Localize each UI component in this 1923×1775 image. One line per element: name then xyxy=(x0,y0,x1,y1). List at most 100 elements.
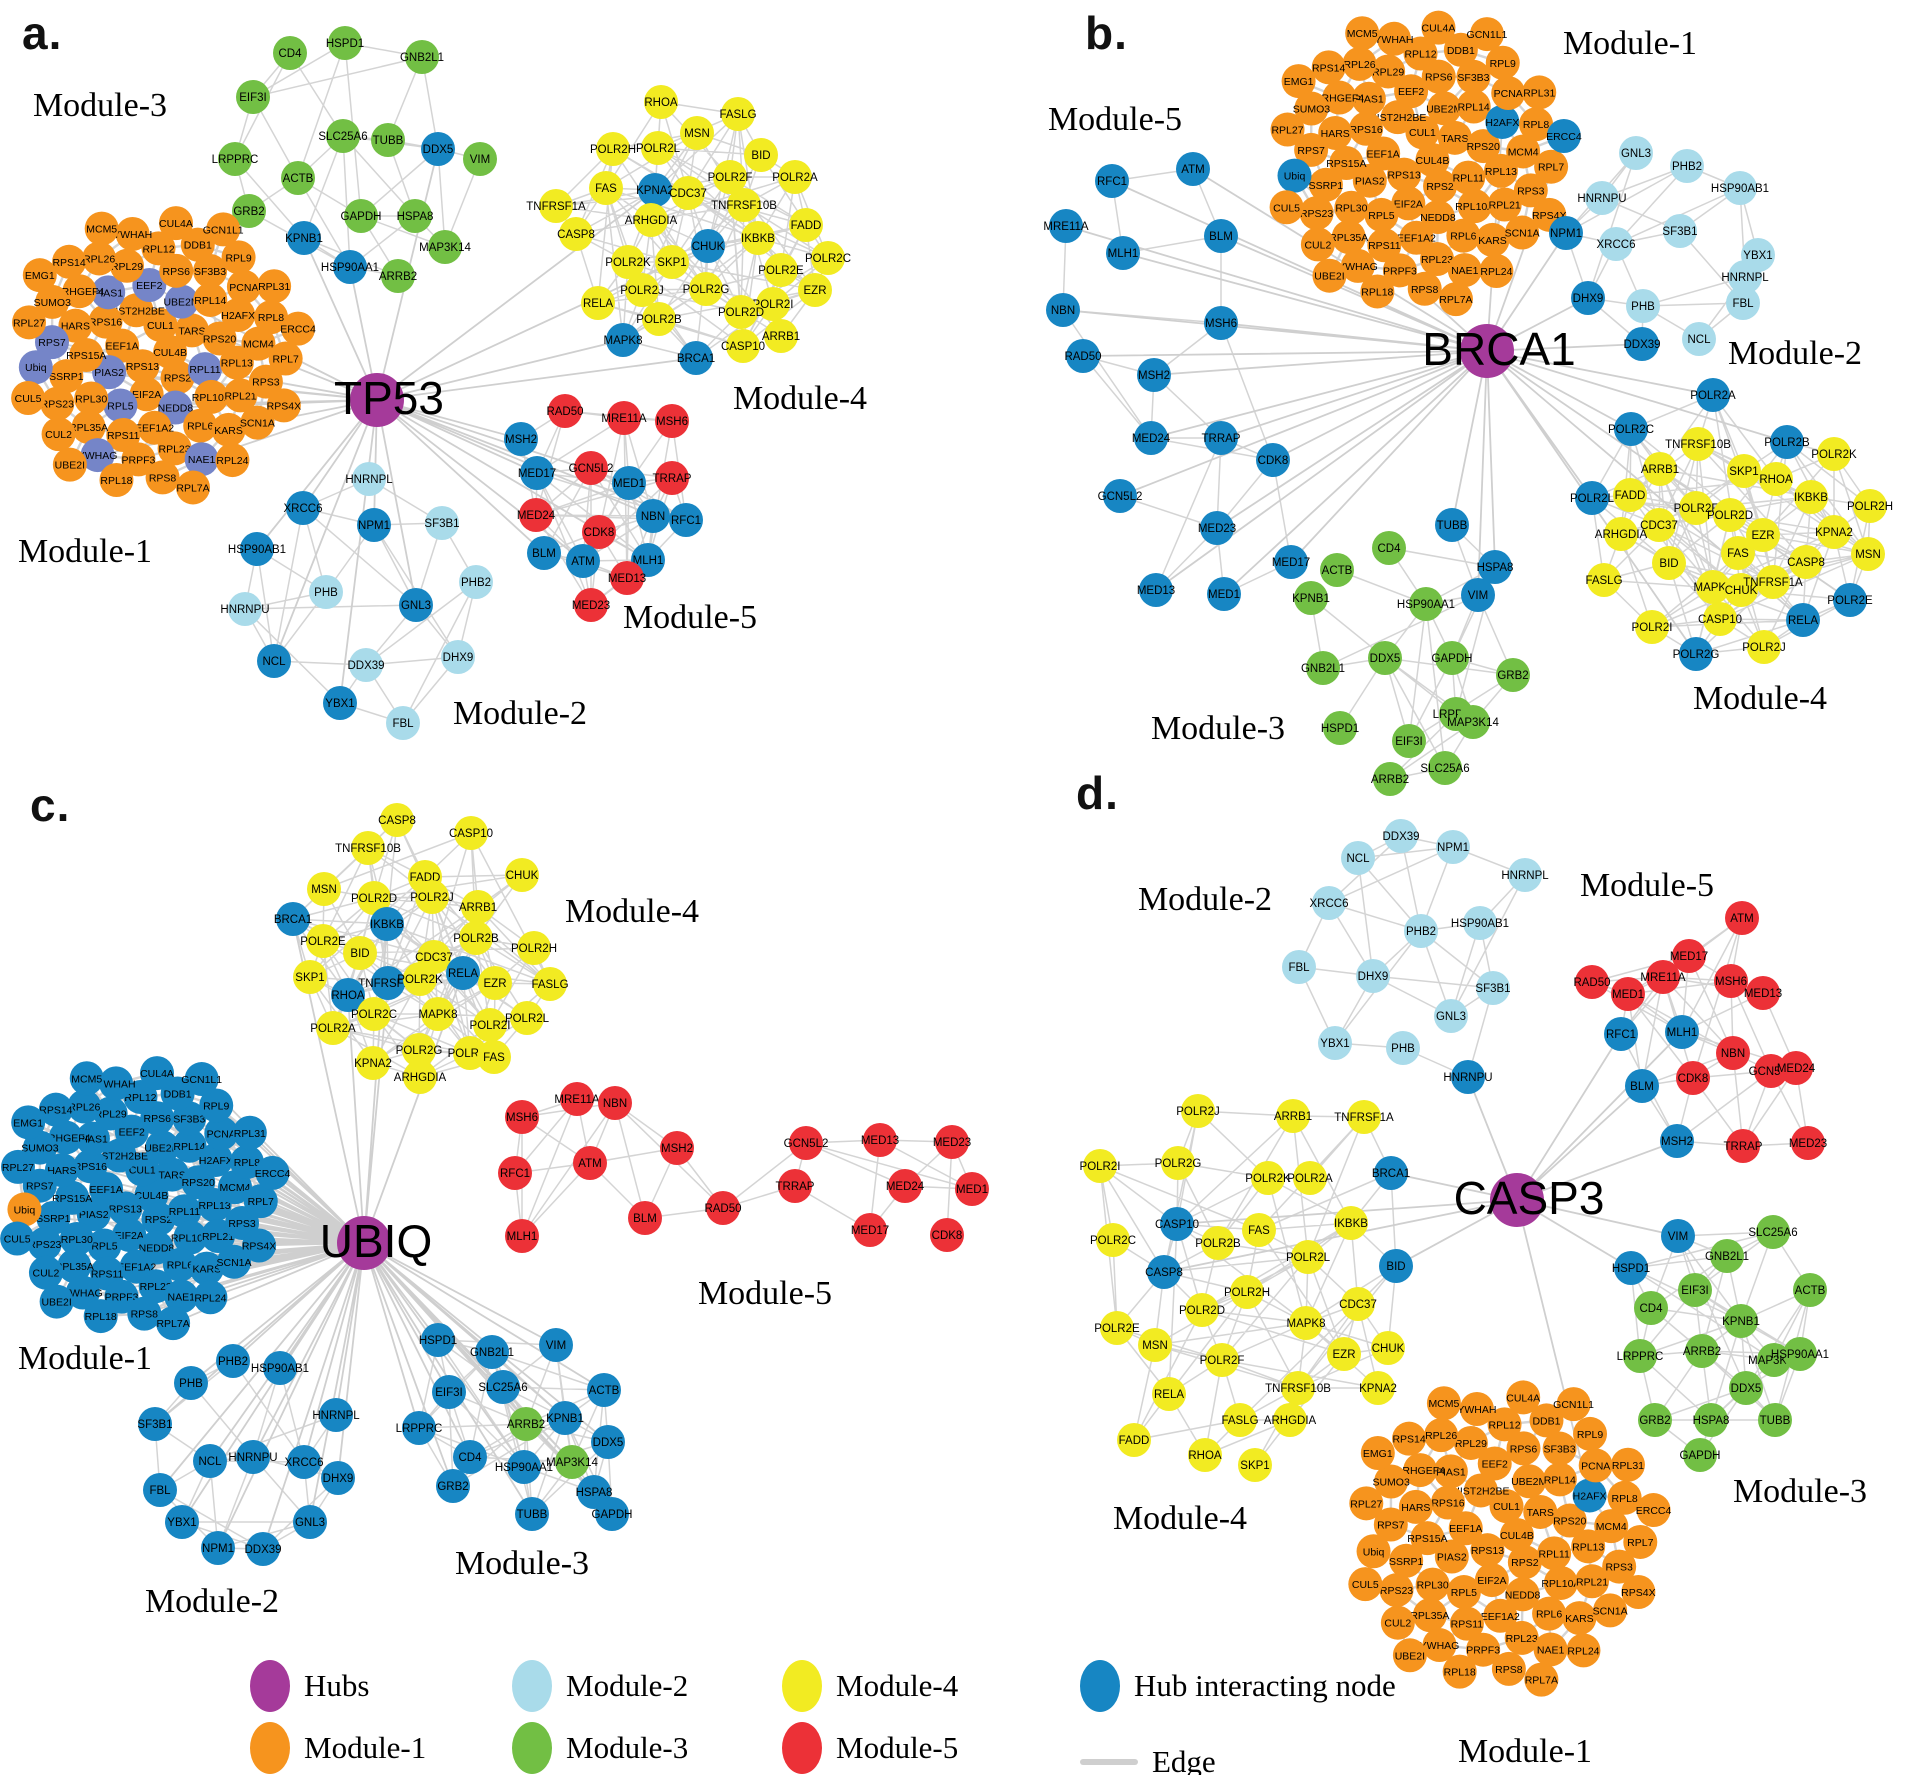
node-BID[interactable]: BID xyxy=(1652,546,1686,580)
node-RPL18[interactable]: RPL18 xyxy=(83,1299,118,1334)
node-PIAS1[interactable]: PIAS1 xyxy=(91,275,126,310)
node-POLR2G[interactable]: POLR2G xyxy=(1155,1146,1202,1180)
node-POLR2L[interactable]: POLR2L xyxy=(1286,1240,1331,1274)
node-UBE2M[interactable]: UBE2M xyxy=(1426,91,1462,126)
node-HIST2H2BE[interactable]: HIST2H2BE xyxy=(108,293,165,328)
node-RPS4X[interactable]: RPS4X xyxy=(1621,1575,1656,1610)
node-TUBB[interactable]: TUBB xyxy=(371,123,405,157)
node-GNB2L1[interactable]: GNB2L1 xyxy=(1301,651,1345,685)
node-MLH1[interactable]: MLH1 xyxy=(1106,236,1140,270)
node-ERCC4[interactable]: ERCC4 xyxy=(280,311,316,346)
node-RELA[interactable]: RELA xyxy=(446,956,480,990)
node-IKBKB[interactable]: IKBKB xyxy=(370,907,404,941)
node-PHB[interactable]: PHB xyxy=(1386,1031,1420,1065)
node-RPS4X[interactable]: RPS4X xyxy=(267,388,301,423)
node-ACTB[interactable]: ACTB xyxy=(587,1373,621,1407)
node-RPS2[interactable]: RPS2 xyxy=(1507,1545,1542,1580)
node-SF3B3[interactable]: SF3B3 xyxy=(193,253,228,288)
node-ARHGDIA[interactable]: ARHGDIA xyxy=(394,1060,447,1094)
node-GRB2[interactable]: GRB2 xyxy=(1496,658,1530,692)
node-SUMO3[interactable]: SUMO3 xyxy=(21,1130,59,1165)
node-MED24[interactable]: MED24 xyxy=(1777,1051,1816,1085)
node-MCM4[interactable]: MCM4 xyxy=(1594,1509,1629,1544)
node-VIM[interactable]: VIM xyxy=(463,142,497,176)
node-RPL27[interactable]: RPL27 xyxy=(1349,1486,1384,1521)
node-DDX39[interactable]: DDX39 xyxy=(347,648,385,682)
node-RPL7A[interactable]: RPL7A xyxy=(176,470,211,505)
node-SKP1[interactable]: SKP1 xyxy=(1238,1448,1272,1482)
node-RPL11[interactable]: RPL11 xyxy=(1537,1536,1572,1571)
node-Ubiq[interactable]: Ubiq xyxy=(7,1192,42,1227)
node-TUBB[interactable]: TUBB xyxy=(1758,1403,1792,1437)
node-RFC1[interactable]: RFC1 xyxy=(1095,164,1129,198)
node-SKP1[interactable]: SKP1 xyxy=(655,245,689,279)
node-MCM5[interactable]: MCM5 xyxy=(69,1061,104,1096)
node-SF3B1[interactable]: SF3B1 xyxy=(137,1407,173,1441)
node-BRCA1[interactable]: BRCA1 xyxy=(677,341,715,375)
node-YBX1[interactable]: YBX1 xyxy=(1318,1026,1352,1060)
node-RHOA[interactable]: RHOA xyxy=(644,85,678,119)
node-NPM1[interactable]: NPM1 xyxy=(201,1531,235,1565)
node-RPL10A[interactable]: RPL10A xyxy=(171,1220,210,1255)
node-NBN[interactable]: NBN xyxy=(1046,293,1080,327)
node-POLR2E[interactable]: POLR2E xyxy=(1094,1311,1140,1345)
node-TNFRSF1A[interactable]: TNFRSF1A xyxy=(1334,1100,1394,1134)
node-ARRB2[interactable]: ARRB2 xyxy=(1371,762,1409,796)
node-MCM5[interactable]: MCM5 xyxy=(1426,1386,1461,1421)
node-MED13[interactable]: MED13 xyxy=(861,1123,899,1157)
node-EEF2[interactable]: EEF2 xyxy=(132,268,167,303)
node-POLR2H[interactable]: POLR2H xyxy=(590,132,636,166)
node-MAPK8[interactable]: MAPK8 xyxy=(1694,570,1733,604)
node-HNRNPU[interactable]: HNRNPU xyxy=(220,592,270,626)
node-SF3B1[interactable]: SF3B1 xyxy=(424,506,460,540)
node-POLR2B[interactable]: POLR2B xyxy=(636,302,682,336)
node-ACTB[interactable]: ACTB xyxy=(1320,553,1354,587)
node-FASLG[interactable]: FASLG xyxy=(531,967,569,1001)
node-EIF3I[interactable]: EIF3I xyxy=(1392,724,1426,758)
node-GNL3[interactable]: GNL3 xyxy=(293,1505,327,1539)
node-RPL9[interactable]: RPL9 xyxy=(221,240,256,275)
node-RPL26[interactable]: RPL26 xyxy=(82,241,117,276)
node-PCNA[interactable]: PCNA xyxy=(1578,1448,1613,1483)
node-TUBB[interactable]: TUBB xyxy=(1435,508,1469,542)
node-CD4[interactable]: CD4 xyxy=(1372,531,1406,565)
node-LRPPRC[interactable]: LRPPRC xyxy=(396,1411,443,1445)
node-HSPD1[interactable]: HSPD1 xyxy=(326,26,364,60)
node-EIF2A[interactable]: EIF2A xyxy=(1391,186,1426,221)
node-RHOA[interactable]: RHOA xyxy=(1759,462,1793,496)
node-CASP10[interactable]: CASP10 xyxy=(449,816,493,850)
node-GCN5L2[interactable]: GCN5L2 xyxy=(1098,479,1143,513)
node-HNRNPL[interactable]: HNRNPL xyxy=(312,1398,360,1432)
node-DDX5[interactable]: DDX5 xyxy=(421,132,455,166)
node-MRE11A[interactable]: MRE11A xyxy=(601,401,647,435)
node-POLR2E[interactable]: POLR2E xyxy=(1827,583,1873,617)
node-POLR2D[interactable]: POLR2D xyxy=(1179,1293,1225,1327)
node-CASP8[interactable]: CASP8 xyxy=(378,803,416,837)
node-ATM[interactable]: ATM xyxy=(573,1146,607,1180)
node-RPS16[interactable]: RPS16 xyxy=(73,1149,108,1184)
node-RPL5[interactable]: RPL5 xyxy=(1364,197,1399,232)
node-CDC37[interactable]: CDC37 xyxy=(669,176,707,210)
node-HSPA8[interactable]: HSPA8 xyxy=(1477,550,1514,584)
node-XRCC6[interactable]: XRCC6 xyxy=(285,1445,324,1479)
node-MAPK8[interactable]: MAPK8 xyxy=(1287,1306,1326,1340)
node-UBE2I[interactable]: UBE2I xyxy=(39,1284,74,1319)
node-RPL26[interactable]: RPL26 xyxy=(67,1089,102,1124)
node-YBX1[interactable]: YBX1 xyxy=(323,686,357,720)
node-RPL14[interactable]: RPL14 xyxy=(1542,1462,1577,1497)
node-TNFRSF10B[interactable]: TNFRSF10B xyxy=(1665,427,1731,461)
node-DDB1[interactable]: DDB1 xyxy=(1443,32,1478,67)
node-POLR2F[interactable]: POLR2F xyxy=(708,160,753,194)
node-EEF1A[interactable]: EEF1A xyxy=(1448,1511,1483,1546)
node-RPL35A[interactable]: RPL35A xyxy=(55,1248,94,1283)
node-KPNB1[interactable]: KPNB1 xyxy=(285,221,323,255)
node-RPS15A[interactable]: RPS15A xyxy=(66,337,106,372)
node-DHX9[interactable]: DHX9 xyxy=(441,640,475,674)
node-SSRP1[interactable]: SSRP1 xyxy=(36,1200,71,1235)
node-CUL4B[interactable]: CUL4B xyxy=(153,335,188,369)
node-RPL31[interactable]: RPL31 xyxy=(1610,1447,1645,1482)
node-POLR2G[interactable]: POLR2G xyxy=(683,272,730,306)
node-RPS23[interactable]: RPS23 xyxy=(1379,1573,1414,1608)
node-GNB2L1[interactable]: GNB2L1 xyxy=(400,40,444,74)
node-CD4[interactable]: CD4 xyxy=(453,1440,487,1474)
